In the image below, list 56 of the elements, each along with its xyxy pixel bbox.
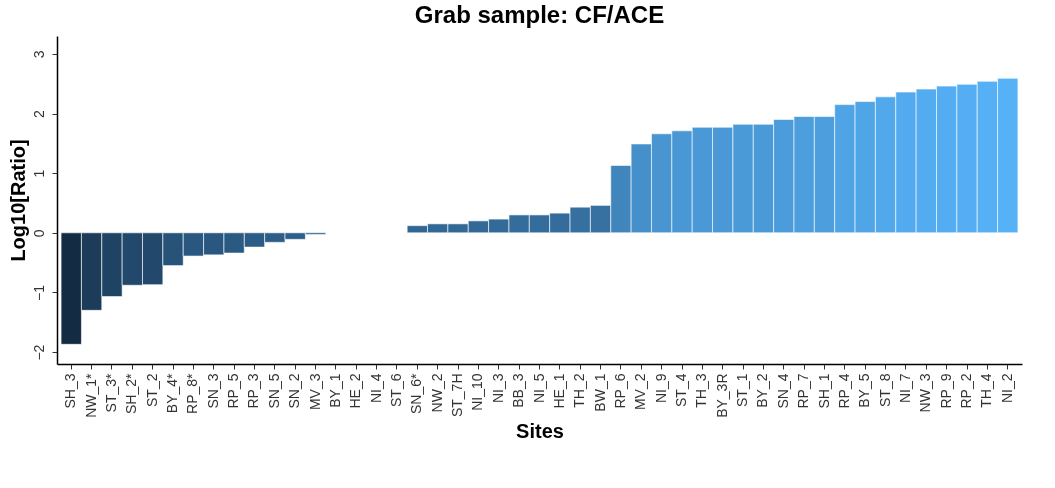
x-tick-label: RP_2 xyxy=(958,373,975,409)
x-tick-label: ST_3* xyxy=(102,372,119,413)
x-tick-label: SN_5 xyxy=(265,373,282,409)
x-tick-label: BY_3R xyxy=(713,373,730,418)
x-tick-label: NI_10 xyxy=(469,373,486,411)
y-tick-label: −2 xyxy=(30,344,47,361)
x-tick-label: BY_2 xyxy=(754,373,771,408)
x-tick-label: NI_7 xyxy=(896,373,913,404)
x-tick-label: ST_7H xyxy=(449,373,466,418)
x-tick-label: NW_3 xyxy=(917,373,934,413)
x-tick-label: HE_2 xyxy=(347,373,364,409)
x-tick-label: TH_3 xyxy=(693,373,710,408)
x-tick-label: SN_6* xyxy=(408,372,425,414)
x-tick-label: TH_2 xyxy=(571,373,588,408)
x-tick-label: NW_2 xyxy=(428,373,445,413)
x-tick-label: ST_2 xyxy=(143,373,160,407)
x-tick-label: MV_3 xyxy=(306,373,323,411)
x-axis-title: Sites xyxy=(516,419,564,442)
x-tick-label: BY_1 xyxy=(326,373,343,408)
x-tick-label: SH_2* xyxy=(123,372,140,414)
x-tick-label: RP_6 xyxy=(611,373,628,409)
x-tick-label: ST_1 xyxy=(734,373,751,407)
x-tick-label: TH_4 xyxy=(978,373,995,408)
y-tick-label: 1 xyxy=(30,169,47,178)
x-tick-label: ST_6 xyxy=(387,373,404,407)
x-tick-label: BY_5 xyxy=(856,373,873,408)
x-tick-label: SH_1 xyxy=(815,373,832,409)
x-tick-label: ST_8 xyxy=(876,373,893,407)
x-tick-label: SN_2 xyxy=(286,373,303,409)
x-tick-label: RP_5 xyxy=(225,373,242,409)
x-tick-label: HE_1 xyxy=(550,373,567,409)
y-tick-label: 3 xyxy=(30,50,47,59)
x-tick-label: ST_4 xyxy=(673,373,690,407)
y-axis-title: Log10[Ratio] xyxy=(6,139,29,262)
x-tick-label: RP_8* xyxy=(184,372,201,414)
x-tick-label: NI_5 xyxy=(530,373,547,404)
y-tick-label: 2 xyxy=(30,109,47,118)
x-tick-label: BB_3 xyxy=(510,373,527,408)
x-tick-label: SN_4 xyxy=(774,373,791,409)
x-tick-label: NI_2 xyxy=(998,373,1015,404)
x-tick-label: RP_4 xyxy=(835,373,852,409)
x-tick-label: BW_1 xyxy=(591,373,608,412)
y-tick-label: 0 xyxy=(30,229,47,238)
x-tick-label: NI_4 xyxy=(367,373,384,404)
x-tick-label: SN_3 xyxy=(204,373,221,409)
x-tick-label: SH_3 xyxy=(62,373,79,409)
x-tick-label: NW_1* xyxy=(82,372,99,418)
x-tick-label: NI_3 xyxy=(489,373,506,404)
x-tick-label: RP_9 xyxy=(937,373,954,409)
x-tick-label: BY_4* xyxy=(164,372,181,414)
x-tick-label: NI_9 xyxy=(652,373,669,404)
x-tick-label: RP_7 xyxy=(795,373,812,409)
x-tick-label: MV_2 xyxy=(632,373,649,411)
y-tick-label: −1 xyxy=(30,284,47,301)
chart-title: Grab sample: CF/ACE xyxy=(414,1,665,28)
x-tick-label: RP_3 xyxy=(245,373,262,409)
